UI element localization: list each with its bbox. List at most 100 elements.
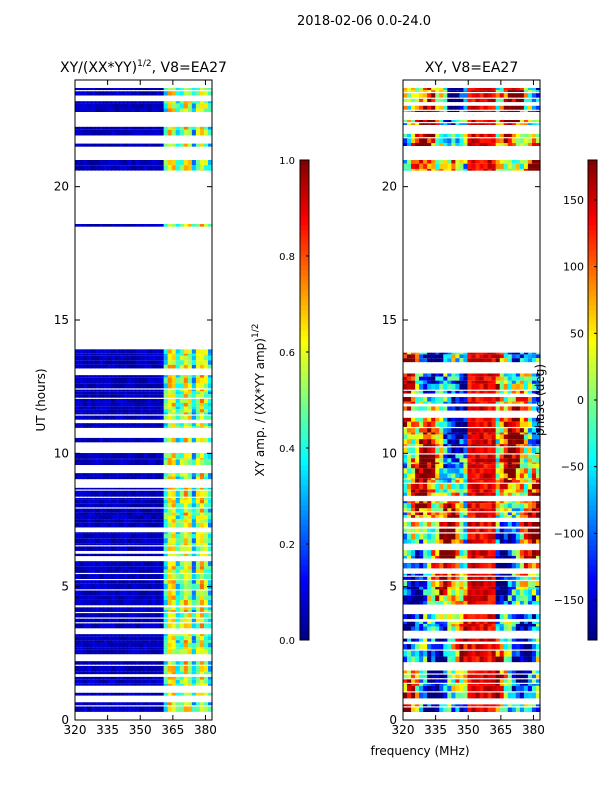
heatmap-cell xyxy=(491,454,497,459)
heatmap-cell xyxy=(131,473,137,477)
heatmap-cell xyxy=(179,423,185,427)
heatmap-cell xyxy=(479,432,485,435)
heatmap-cell xyxy=(407,562,412,569)
heatmap-cell xyxy=(527,576,533,580)
heatmap-cell xyxy=(519,626,525,631)
heatmap-cell xyxy=(111,665,116,672)
heatmap-cell xyxy=(131,129,137,136)
heatmap-cell xyxy=(127,543,133,546)
heatmap-cell xyxy=(151,409,157,413)
heatmap-cell xyxy=(419,581,424,587)
heatmap-row xyxy=(75,533,213,539)
heatmap-cell xyxy=(199,490,205,497)
heatmap-cell xyxy=(199,595,205,600)
heatmap-cell xyxy=(527,432,533,435)
heatmap-cell xyxy=(419,428,424,433)
heatmap-cell xyxy=(123,566,128,570)
heatmap-cell xyxy=(171,103,177,109)
heatmap-cell xyxy=(119,398,124,403)
heatmap-cell xyxy=(415,501,420,504)
heatmap-row xyxy=(75,607,213,610)
heatmap-cell xyxy=(435,376,440,381)
heatmap-cell xyxy=(423,550,428,556)
heatmap-cell xyxy=(435,555,440,559)
heatmap-cell xyxy=(403,644,408,650)
heatmap-cell xyxy=(431,638,436,642)
heatmap-cell xyxy=(499,512,505,516)
heatmap-cell xyxy=(407,581,412,587)
heatmap-cell xyxy=(207,702,213,706)
heatmap-cell xyxy=(439,401,444,404)
heatmap-cell xyxy=(451,358,456,363)
heatmap-cell xyxy=(507,650,513,657)
heatmap-cell xyxy=(179,636,185,641)
heatmap-cell xyxy=(423,621,428,624)
heatmap-cell xyxy=(91,583,96,590)
heatmap-cell xyxy=(159,599,165,606)
heatmap-cell xyxy=(447,454,452,459)
heatmap-cell xyxy=(491,555,497,559)
heatmap-cell xyxy=(103,353,108,356)
heatmap-cell xyxy=(87,522,92,528)
colorbar-segment xyxy=(300,485,309,491)
heatmap-cell xyxy=(471,383,477,390)
heatmap-cell xyxy=(419,521,424,527)
heatmap-cell xyxy=(183,590,189,596)
heatmap-cell xyxy=(519,383,525,390)
heatmap-cell xyxy=(159,394,165,398)
heatmap-cell xyxy=(203,415,209,420)
heatmap-cell xyxy=(191,490,197,497)
heatmap-cell xyxy=(443,401,448,404)
heatmap-cell xyxy=(511,478,517,480)
heatmap-cell xyxy=(155,515,161,520)
heatmap-cell xyxy=(79,459,84,466)
heatmap-cell xyxy=(79,636,84,641)
heatmap-cell xyxy=(79,129,84,136)
heatmap-cell xyxy=(491,515,497,518)
heatmap-cell xyxy=(415,555,420,559)
heatmap-cell xyxy=(147,595,153,600)
heatmap-cell xyxy=(527,479,533,483)
heatmap-cell xyxy=(499,586,505,590)
heatmap-cell xyxy=(519,468,525,474)
heatmap-cell xyxy=(75,561,80,567)
heatmap-cell xyxy=(527,550,533,556)
heatmap-cell xyxy=(95,566,100,570)
heatmap-cell xyxy=(527,512,533,516)
heatmap-cell xyxy=(515,533,521,540)
heatmap-cell xyxy=(415,376,420,381)
heatmap-cell xyxy=(115,394,120,398)
heatmap-cell xyxy=(171,459,177,466)
heatmap-cell xyxy=(495,492,501,496)
heatmap-cell xyxy=(467,421,473,427)
heatmap-cell xyxy=(415,439,420,445)
heatmap-cell xyxy=(115,458,120,460)
heatmap-cell xyxy=(155,426,161,428)
heatmap-cell xyxy=(83,665,88,672)
heatmap-row xyxy=(403,428,541,433)
heatmap-cell xyxy=(187,394,193,398)
heatmap-cell xyxy=(95,706,100,712)
heatmap-cell xyxy=(427,406,432,411)
heatmap-cell xyxy=(447,512,452,516)
heatmap-cell xyxy=(143,599,149,606)
colorbar-segment xyxy=(300,370,309,376)
heatmap-cell xyxy=(427,421,432,427)
heatmap-cell xyxy=(403,650,408,657)
heatmap-cell xyxy=(75,412,80,415)
heatmap-cell xyxy=(171,665,177,672)
heatmap-cell xyxy=(107,476,112,480)
heatmap-cell xyxy=(195,91,201,96)
heatmap-cell xyxy=(487,383,493,390)
heatmap-cell xyxy=(199,406,205,410)
heatmap-cell xyxy=(535,573,541,576)
heatmap-cell xyxy=(519,555,525,559)
heatmap-cell xyxy=(123,569,128,573)
heatmap-cell xyxy=(403,508,408,512)
heatmap-cell xyxy=(135,497,141,500)
heatmap-cell xyxy=(195,412,201,415)
heatmap-cell xyxy=(155,355,161,361)
heatmap-cell xyxy=(75,640,80,643)
heatmap-cell xyxy=(151,375,157,378)
heatmap-cell xyxy=(143,649,149,655)
